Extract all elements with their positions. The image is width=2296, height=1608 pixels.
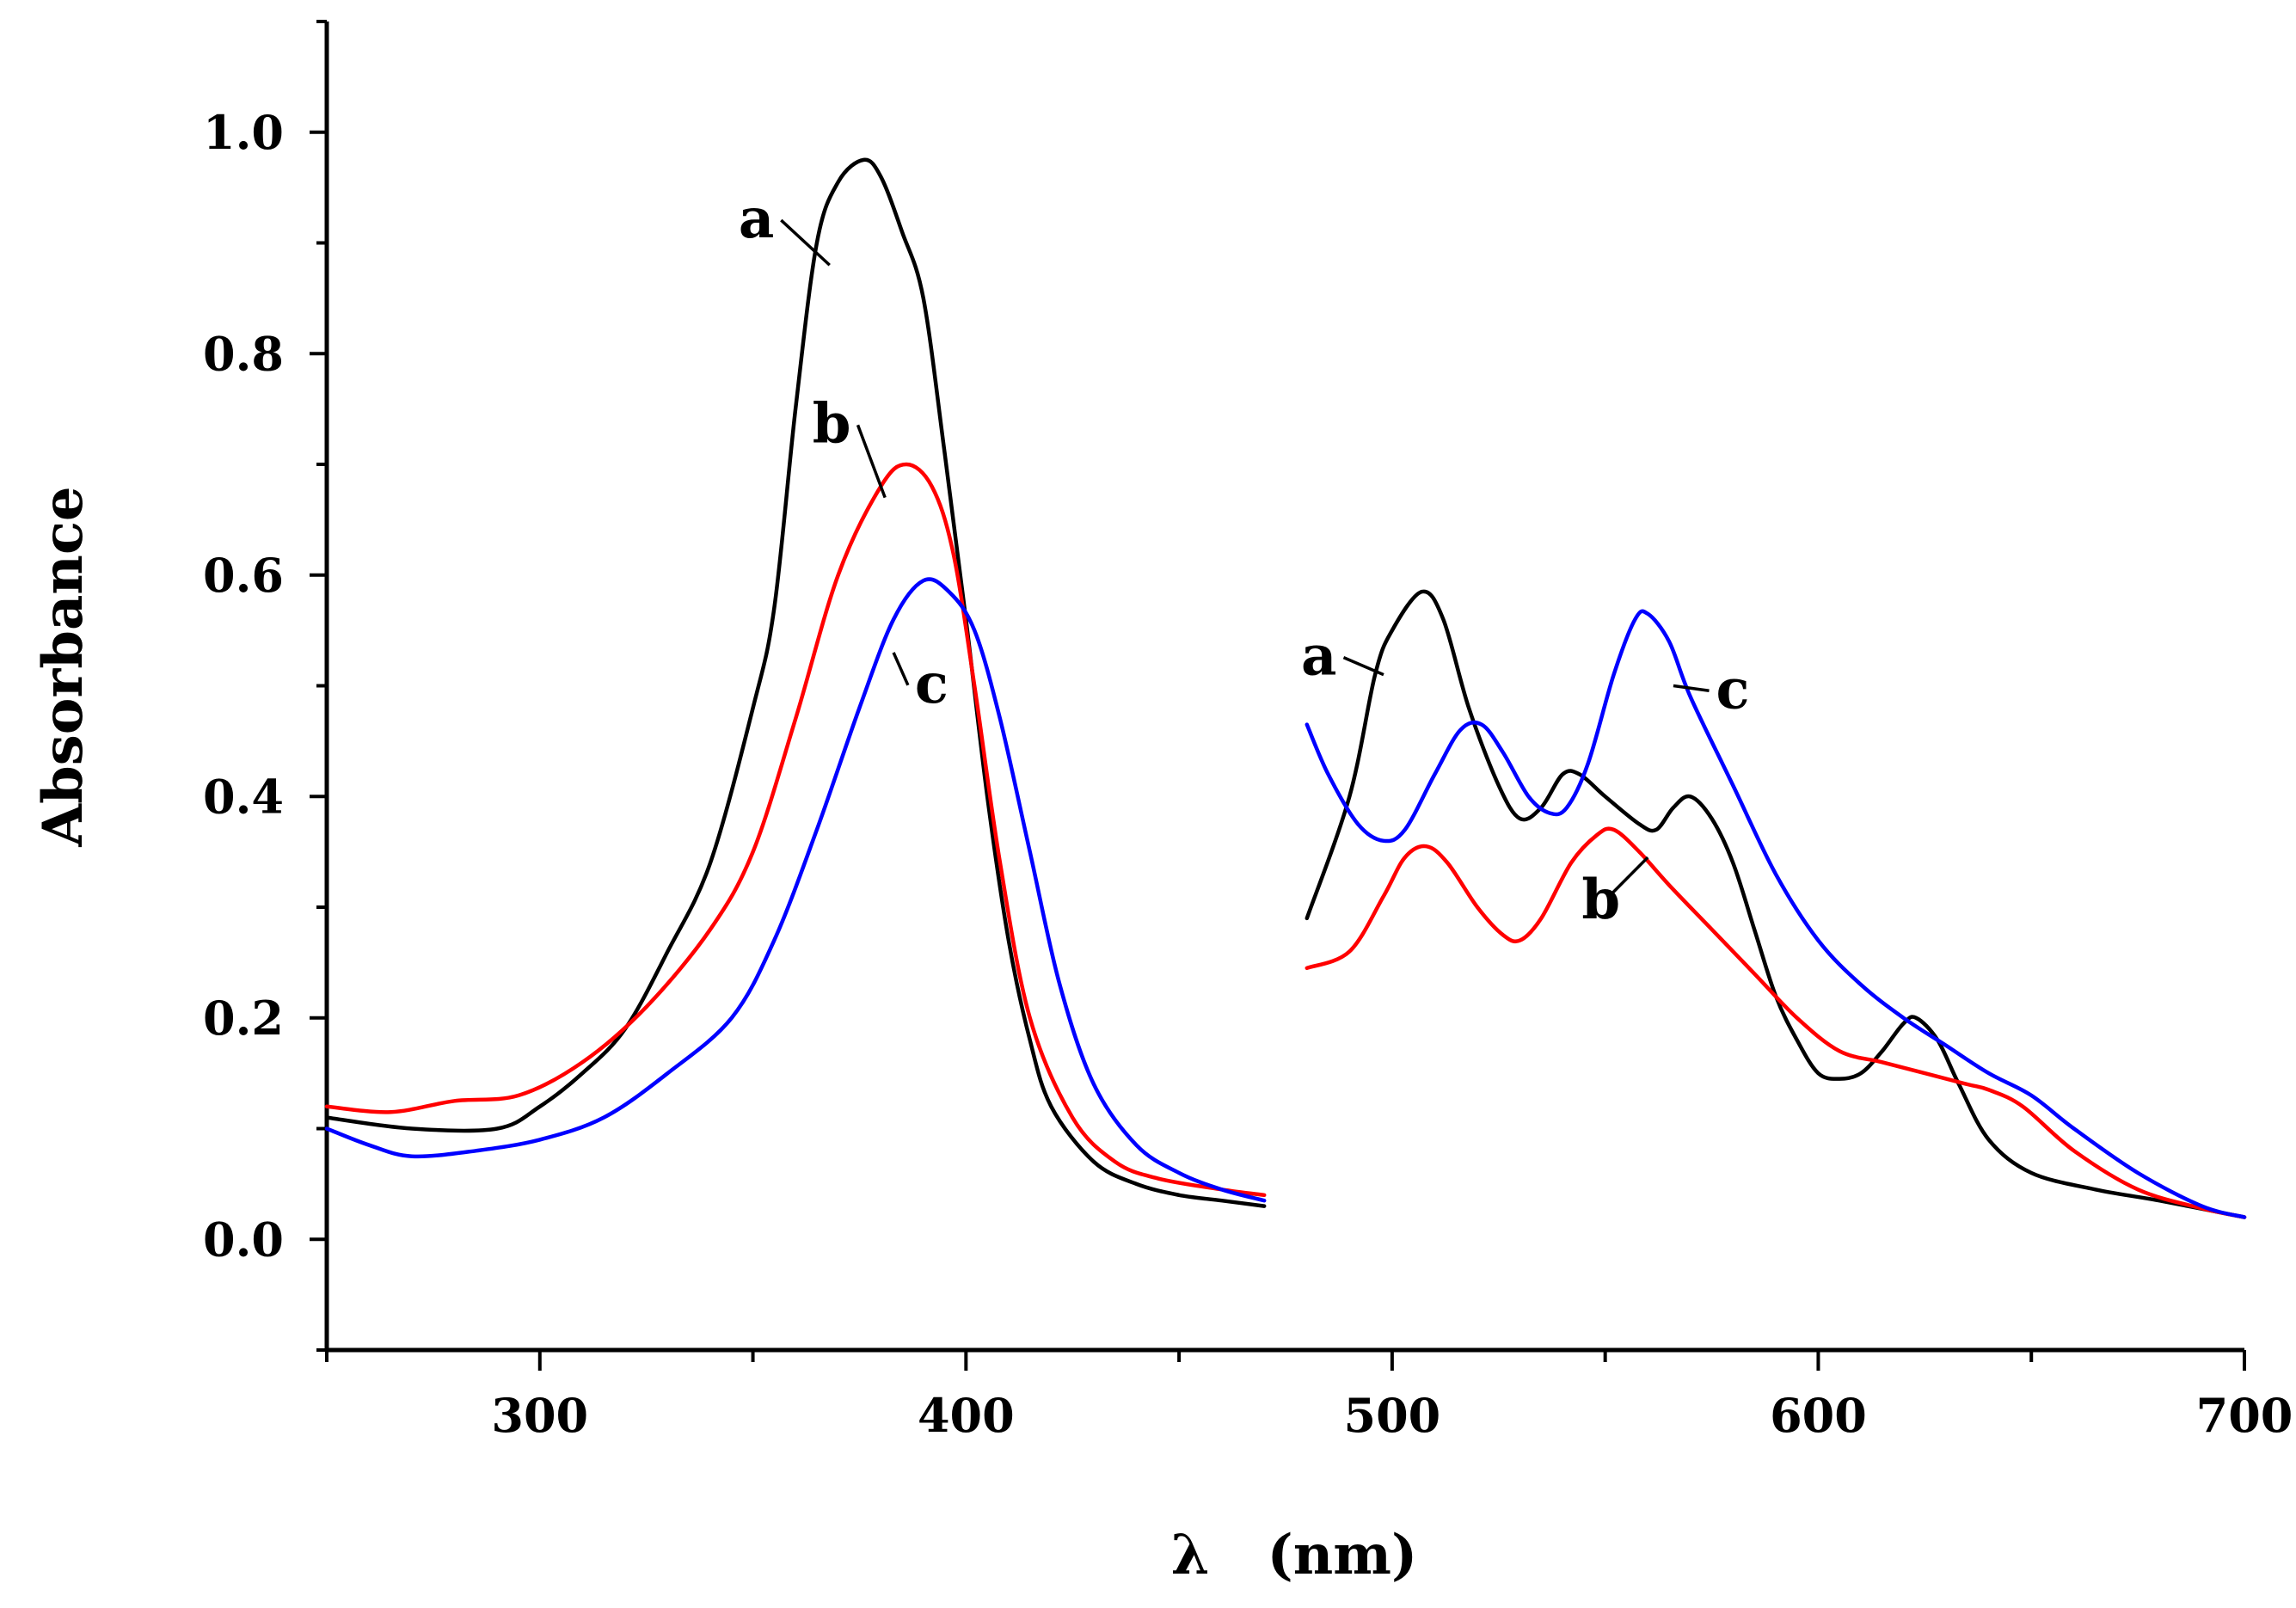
series-a-q-bands: [1305, 589, 2247, 1219]
series-a-soret-band: [324, 157, 1267, 1208]
x-axis-title: λ (nm): [1171, 1523, 1418, 1587]
x-tick-label: 400: [918, 1388, 1015, 1443]
series-c-soret-band: [324, 577, 1267, 1203]
x-tick-label: 300: [491, 1388, 588, 1443]
y-tick-label: 0.2: [203, 991, 284, 1046]
leader-line-c: [892, 652, 910, 686]
y-tick-label: 1.0: [203, 105, 284, 160]
x-tick-label: 700: [2196, 1388, 2293, 1443]
curve-label-c: c: [915, 652, 948, 716]
curve-label-b: b: [1581, 868, 1620, 932]
leader-line-a: [780, 218, 831, 267]
y-tick-label: 0.8: [203, 326, 284, 381]
leader-line-c: [1673, 684, 1710, 692]
series-c-q-bands: [1305, 609, 2247, 1219]
x-tick-label: 500: [1344, 1388, 1441, 1443]
y-tick-label: 0.4: [203, 769, 284, 824]
axes: 300 400 500 600 700 0.0 0.2 0.4 0.6 0.8 1.0: [203, 20, 2293, 1443]
leader-line-b: [1611, 856, 1649, 894]
y-tick-label: 0.6: [203, 548, 284, 603]
curve-label-c: c: [1716, 657, 1750, 721]
y-tick-label: 0.0: [203, 1212, 284, 1267]
series-b-q-bands: [1305, 826, 2247, 1219]
curve-annotations: a b c a b c: [739, 187, 1750, 932]
x-tick-label: 600: [1770, 1388, 1867, 1443]
curve-label-b: b: [813, 391, 851, 456]
curve-label-a: a: [739, 187, 774, 251]
series-b-soret-band: [324, 462, 1267, 1198]
spectra-curves: [324, 157, 2247, 1219]
y-axis-title: Absorbance: [31, 486, 95, 847]
curve-label-a: a: [1301, 624, 1336, 689]
leader-line-a: [1342, 656, 1384, 677]
leader-line-b: [856, 424, 887, 499]
